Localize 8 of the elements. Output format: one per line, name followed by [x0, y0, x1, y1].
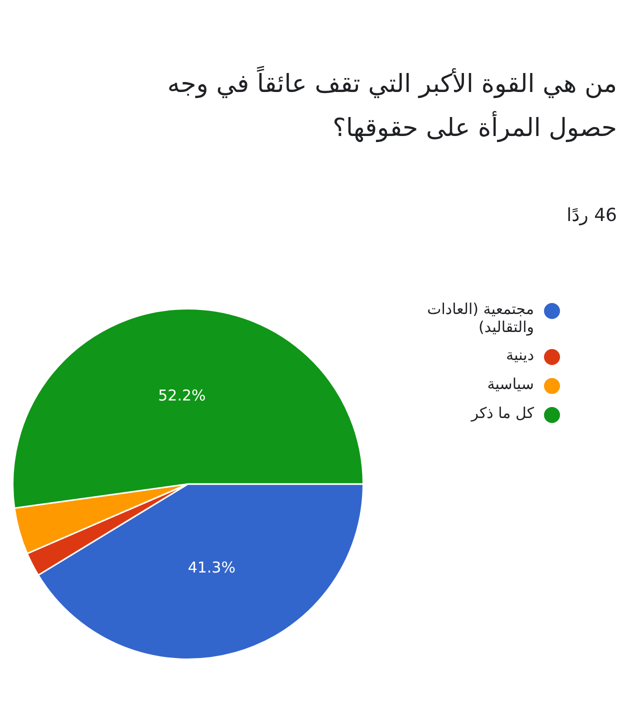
legend-label: دينية — [506, 346, 534, 364]
legend-label: كل ما ذكر — [471, 404, 534, 422]
data-label: 41.3% — [188, 558, 236, 576]
text: 46 ردًا — [566, 205, 617, 226]
legend-label: مجتمعية (العادات والتقاليد) — [426, 300, 534, 336]
chart-title: من هي القوة الأكبر التي تقف عائقاً في وجه حصول المرأة على حقوقها؟ — [166, 65, 617, 144]
data-label: 52.2% — [158, 386, 206, 404]
legend-label: سياسية — [487, 375, 534, 393]
